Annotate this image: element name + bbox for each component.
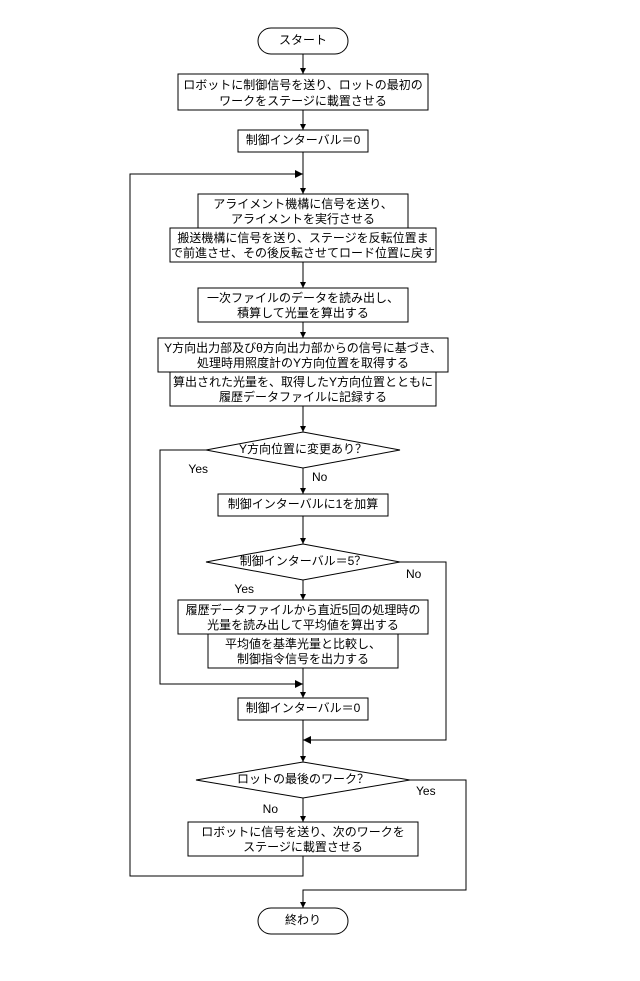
d2-label: 制御インターバル＝5？: [240, 553, 367, 568]
p10-l1: 平均値を基準光量と比較し、: [225, 636, 381, 651]
p1-l2: ワークをステージに載置させる: [219, 94, 387, 108]
p12-l2: ステージに載置させる: [243, 840, 363, 854]
d3-no: No: [263, 802, 279, 816]
p4-l1: 搬送機構に信号を送り、ステージを反転位置ま: [177, 230, 428, 245]
p7-l2: 履歴データファイルに記録する: [219, 389, 387, 404]
p1-l1: ロボットに制御信号を送り、ロットの最初の: [183, 77, 423, 92]
start-label: スタート: [279, 33, 327, 47]
p11-l1: 制御インターバル＝0: [246, 700, 361, 715]
p5-l1: 一次ファイルのデータを読み出し、: [207, 290, 399, 305]
p3-l2: アライメントを実行させる: [231, 211, 375, 226]
p8-l1: 制御インターバルに1を加算: [228, 496, 379, 511]
d2-yes: Yes: [234, 582, 254, 596]
d3-label: ロットの最後のワーク？: [237, 772, 369, 786]
p6-l2: 処理時用照度計のY方向位置を取得する: [197, 355, 409, 370]
p3-l1: アライメント機構に信号を送り、: [213, 196, 393, 211]
p12-l1: ロボットに信号を送り、次のワークを: [201, 824, 405, 839]
d1-yes: Yes: [188, 462, 208, 476]
d3-yes: Yes: [416, 784, 436, 798]
edge-d1-yes-head: [295, 680, 303, 688]
p5-l2: 積算して光量を算出する: [237, 305, 369, 320]
end-label: 終わり: [285, 912, 321, 927]
d1-label: Y方向位置に変更あり？: [239, 441, 367, 456]
p9-l2: 光量を読み出して平均値を算出する: [207, 617, 399, 632]
p2-l1: 制御インターバル＝0: [246, 132, 361, 147]
p9-l1: 履歴データファイルから直近5回の処理時の: [186, 602, 421, 617]
p7-l1: 算出された光量を、取得したY方向位置とともに: [173, 374, 433, 389]
p6-l1: Y方向出力部及びθ方向出力部からの信号に基づき、: [164, 340, 442, 355]
p4-l2: で前進させ、その後反転させてロード位置に戻す: [171, 245, 435, 260]
edge-d2-no-head: [303, 736, 311, 744]
p10-l2: 制御指令信号を出力する: [237, 651, 369, 666]
d1-no: No: [312, 470, 328, 484]
edge-p12-loop-head: [295, 170, 303, 178]
d2-no: No: [406, 567, 422, 581]
